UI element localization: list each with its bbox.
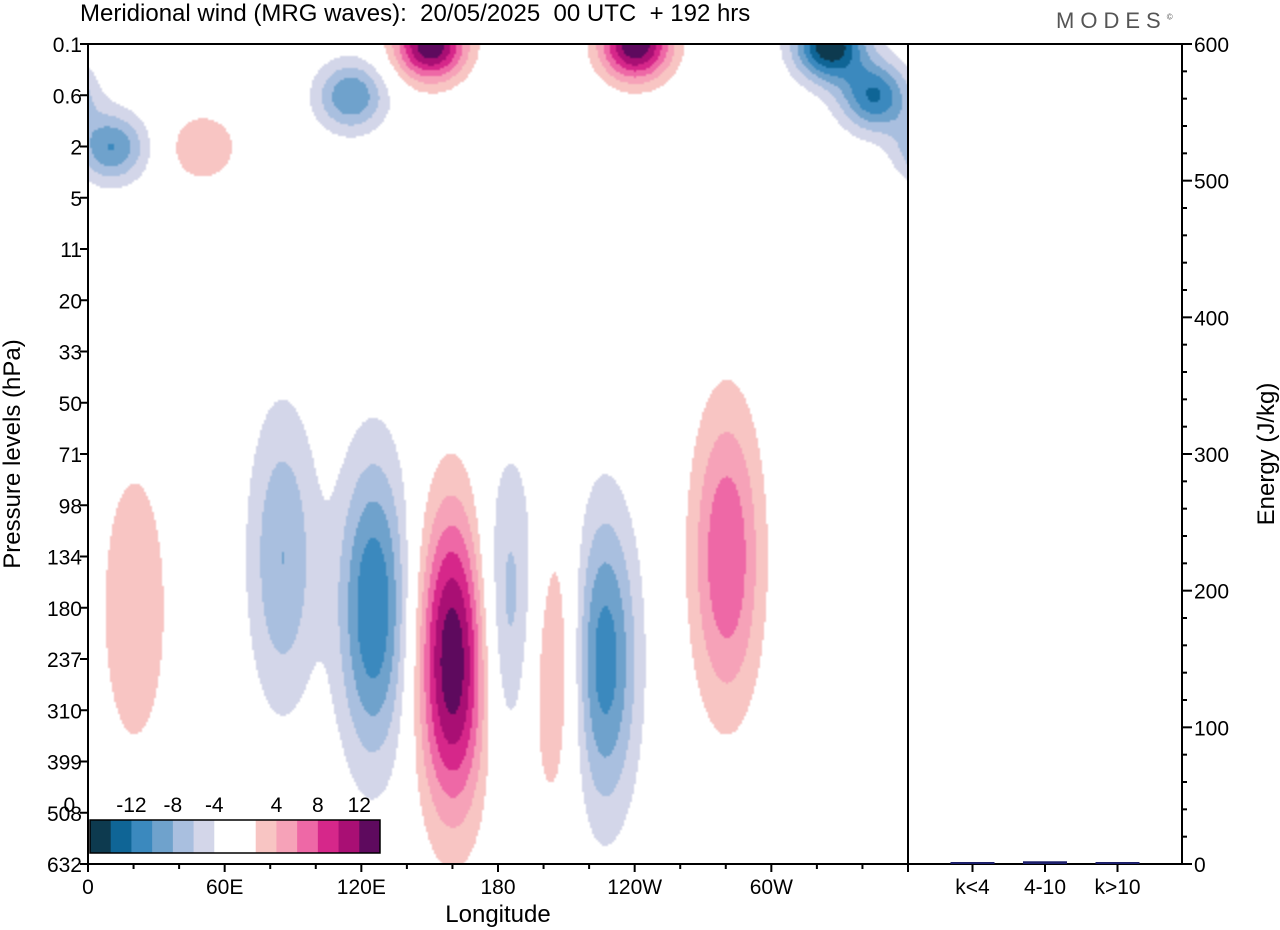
- heatmap-field: [88, 44, 908, 864]
- energy-tick-label: 600: [1194, 34, 1229, 57]
- energy-category-label: 4-10: [1024, 876, 1066, 899]
- colorbar-tick-label: -4: [205, 794, 224, 817]
- y-tick-label: 310: [47, 700, 82, 723]
- y-tick-label: 180: [47, 598, 82, 621]
- y-axis-label: Pressure levels (hPa): [0, 339, 26, 568]
- x-tick-label: 60W: [750, 876, 793, 899]
- y-tick-label: 98: [59, 495, 82, 518]
- colorbar-tick-label: 8: [312, 794, 324, 817]
- y-tick-label: 20: [59, 290, 82, 313]
- energy-tick-label: 500: [1194, 171, 1229, 194]
- energy-bars: k<4 4-10 k>10: [950, 861, 1141, 899]
- x-axis-label: Longitude: [445, 901, 550, 928]
- colorbar-swatch: [338, 820, 360, 853]
- y-tick-label: 134: [47, 547, 82, 570]
- energy-tick-label: 400: [1194, 307, 1229, 330]
- colorbar-tick-label: 12: [348, 794, 371, 817]
- energy-bar: [1095, 862, 1140, 864]
- colorbar-swatch: [193, 820, 215, 853]
- colorbar-swatch: [152, 820, 174, 853]
- colorbar-swatch: [90, 820, 112, 853]
- colorbar-tick-label: 4: [271, 794, 283, 817]
- y-tick-label: 33: [59, 342, 82, 365]
- chart-title: Meridional wind (MRG waves): 20/05/2025 …: [80, 0, 751, 27]
- y-tick-label: 508: [47, 803, 82, 826]
- colorbar-swatch: [131, 820, 153, 853]
- colorbar-swatch: [172, 820, 195, 853]
- energy-bar: [950, 862, 995, 864]
- energy-category-label: k>10: [1094, 876, 1140, 899]
- x-tick-label: 0: [82, 876, 94, 899]
- modes-logo: MODES©: [1056, 8, 1173, 34]
- y-tick-label: 50: [59, 393, 82, 416]
- y-tick-label: 0.6: [53, 85, 82, 108]
- colorbar: -12 -8 -4 0 4 8 12: [63, 794, 381, 854]
- colorbar-frame: [89, 819, 381, 854]
- y-tick-label: 399: [47, 752, 82, 775]
- energy-tick-label: 0: [1194, 854, 1206, 877]
- colorbar-tick-label: 0: [63, 794, 75, 817]
- x-tick-label: 120E: [337, 876, 386, 899]
- y-tick-label: 0.1: [53, 34, 82, 57]
- energy-category-label: k<4: [955, 876, 990, 899]
- energy-tick-label: 200: [1194, 581, 1229, 604]
- x-tick-label: 180: [480, 876, 515, 899]
- y-tick-label: 71: [59, 444, 82, 467]
- colorbar-swatch: [214, 820, 236, 853]
- y-tick-label: 11: [60, 239, 82, 262]
- logo-text: MODES: [1056, 8, 1167, 33]
- colorbar-swatch: [235, 820, 257, 853]
- colorbar-swatch: [359, 820, 381, 853]
- colorbar-swatch: [255, 820, 277, 853]
- colorbar-swatch: [110, 820, 132, 853]
- colorbar-tick-label: -12: [116, 794, 146, 817]
- colorbar-swatch: [317, 820, 340, 853]
- y-tick-label: 5: [70, 188, 82, 211]
- y-tick-label: 237: [47, 649, 82, 672]
- energy-axis-label: Energy (J/kg): [1253, 383, 1280, 526]
- colorbar-tick-label: -8: [164, 794, 183, 817]
- energy-bar: [1023, 861, 1067, 864]
- x-tick-label: 60E: [206, 876, 243, 899]
- y-tick-label: 632: [47, 854, 82, 877]
- axes: 0.1 0.6 2 5 11 20 33 50 71 98 134 180 237 310 399 508 63…: [47, 34, 1229, 899]
- colorbar-swatch: [297, 820, 319, 853]
- energy-panel-frame: [907, 43, 1183, 865]
- logo-mark: ©: [1166, 12, 1173, 22]
- y-tick-label: 2: [70, 137, 82, 160]
- energy-tick-label: 300: [1194, 444, 1229, 467]
- energy-tick-label: 100: [1194, 717, 1229, 740]
- x-tick-label: 120W: [607, 876, 662, 899]
- colorbar-swatch: [276, 820, 298, 853]
